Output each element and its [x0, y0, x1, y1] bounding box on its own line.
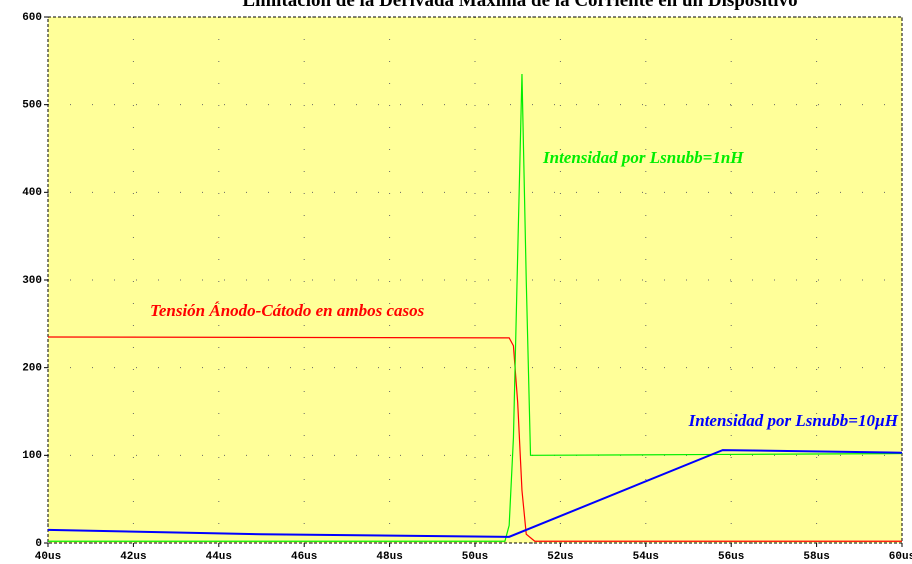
- series-line: [47, 449, 903, 538]
- plot-background: [48, 17, 902, 543]
- x-tick-label: 56us: [718, 551, 744, 563]
- y-tick-label: 300: [22, 275, 42, 287]
- plot-frame: [47, 16, 903, 544]
- series-label: Intensidad por Lsnubb=10µH: [688, 411, 899, 430]
- chart-title: Limitación de la Derivada Máxima de la C…: [242, 0, 797, 11]
- x-tick-label: 54us: [633, 551, 659, 563]
- x-tick-label: 48us: [376, 551, 402, 563]
- y-tick-label: 100: [22, 450, 42, 462]
- x-tick-label: 44us: [206, 551, 232, 563]
- x-tick-label: 42us: [120, 551, 146, 563]
- y-tick-label: 400: [22, 187, 42, 199]
- x-tick-label: 52us: [547, 551, 573, 563]
- y-tick-label: 0: [35, 538, 42, 550]
- y-tick-label: 500: [22, 100, 42, 112]
- x-tick-label: 58us: [803, 551, 829, 563]
- x-tick-label: 46us: [291, 551, 317, 563]
- y-tick-label: 600: [22, 12, 42, 24]
- series-line: [47, 336, 902, 542]
- y-tick-label: 200: [22, 363, 42, 375]
- series-line: [48, 73, 903, 542]
- series-label: Intensidad por Lsnubb=1nH: [542, 148, 744, 167]
- x-tick-label: 50us: [462, 551, 488, 563]
- x-tick-label: 40us: [35, 551, 61, 563]
- series-label: Tensión Ánodo-Cátodo en ambos casos: [150, 301, 425, 320]
- x-tick-label: 60us: [889, 551, 912, 563]
